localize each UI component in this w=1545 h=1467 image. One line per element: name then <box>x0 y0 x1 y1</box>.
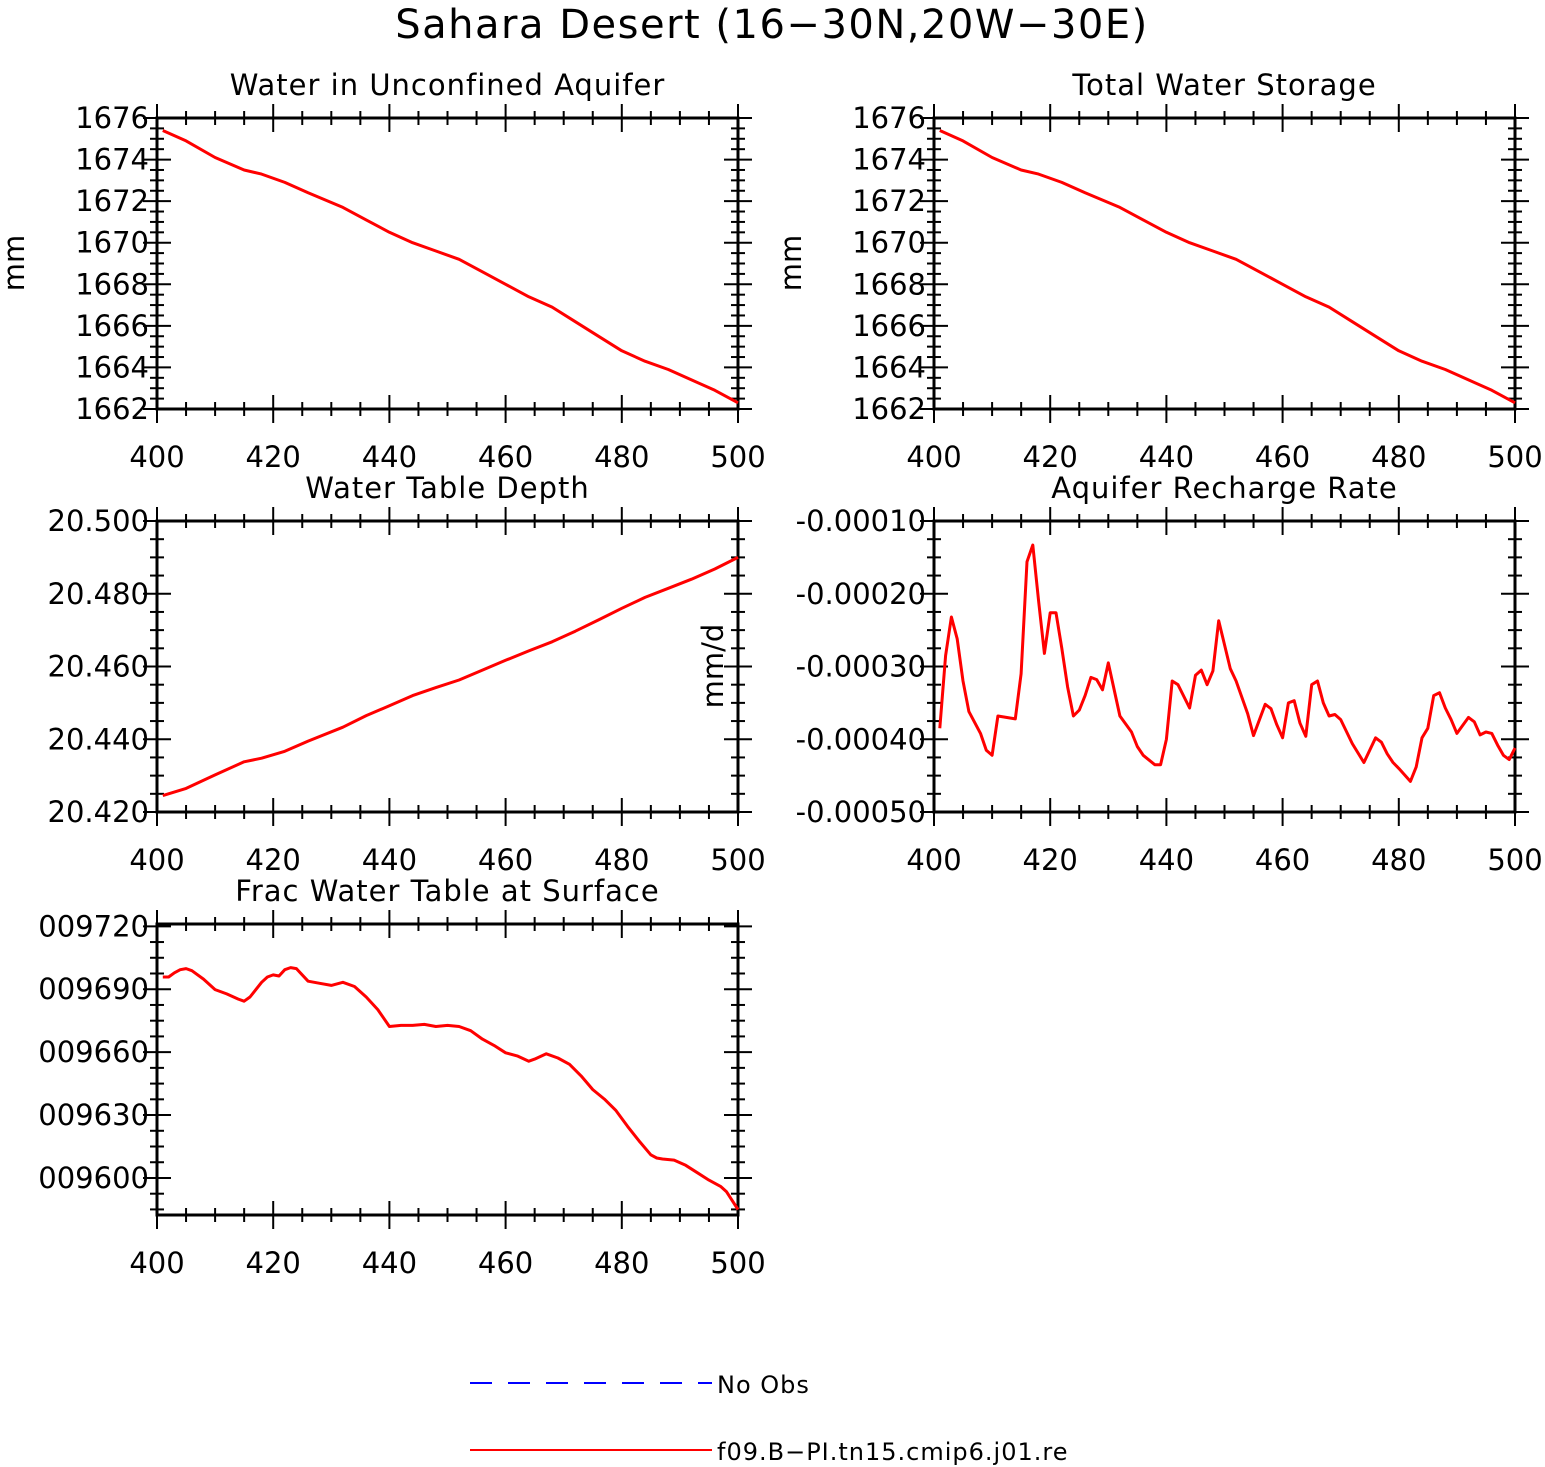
x-tick-label: 420 <box>246 843 301 877</box>
x-tick-label: 480 <box>594 440 649 474</box>
y-tick-label: 1670 <box>852 226 926 260</box>
series-line <box>939 129 1516 405</box>
y-axis-label: mm/d <box>696 624 730 709</box>
plot-frame <box>155 116 740 411</box>
x-tick-label: 420 <box>246 440 301 474</box>
y-tick-label: 1672 <box>852 184 926 218</box>
x-tick-label: 460 <box>1255 843 1310 877</box>
x-tick-label: 400 <box>129 440 184 474</box>
x-tick-label: 440 <box>362 843 417 877</box>
x-tick-label: 500 <box>710 843 765 877</box>
y-tick-label: 1666 <box>852 309 926 343</box>
x-tick-label: 460 <box>478 440 533 474</box>
y-tick-label: 009630 <box>38 1098 149 1132</box>
x-tick-label: 440 <box>362 440 417 474</box>
y-tick-label: 1676 <box>75 101 149 135</box>
y-tick-label: -0.00030 <box>796 650 926 684</box>
series-line <box>162 966 740 1211</box>
y-tick-label: -0.00010 <box>796 504 926 538</box>
panel-title: Aquifer Recharge Rate <box>1051 471 1398 505</box>
y-tick-label: 20.500 <box>48 504 149 538</box>
y-tick-label: -0.00040 <box>796 722 926 756</box>
x-tick-label: 420 <box>246 1246 301 1280</box>
y-tick-label: 1662 <box>852 392 926 426</box>
x-tick-label: 440 <box>362 1246 417 1280</box>
page-title: Sahara Desert (16−30N,20W−30E) <box>395 2 1148 48</box>
x-tick-label: 500 <box>1487 440 1542 474</box>
y-tick-label: 009600 <box>38 1161 149 1195</box>
x-tick-label: 500 <box>710 440 765 474</box>
chart-panel-2: Total Water Storage 400 420 440 460 480 500 166… <box>774 68 1543 474</box>
y-tick-label: -0.00020 <box>796 577 926 611</box>
y-tick-label: 1672 <box>75 184 149 218</box>
series-line <box>938 543 1517 783</box>
y-tick-label: -0.00050 <box>796 795 926 829</box>
x-tick-label: 440 <box>1139 843 1194 877</box>
x-tick-label: 480 <box>594 1246 649 1280</box>
x-tick-label: 400 <box>906 440 961 474</box>
panel-title: Frac Water Table at Surface <box>235 874 659 908</box>
y-tick-label: 1676 <box>852 101 926 135</box>
x-tick-label: 460 <box>478 1246 533 1280</box>
y-tick-label: 1674 <box>852 143 926 177</box>
chart-panel-3: Water Table Depth 400 420 440 460 480 500 20.42… <box>48 471 766 877</box>
legend-label: No Obs <box>717 1371 810 1399</box>
y-tick-label: 1666 <box>75 309 149 343</box>
y-tick-label: 20.440 <box>48 722 149 756</box>
y-tick-label: 1662 <box>75 392 149 426</box>
x-tick-label: 440 <box>1139 440 1194 474</box>
x-tick-label: 400 <box>906 843 961 877</box>
panel-title: Water in Unconfined Aquifer <box>230 68 666 102</box>
series-line <box>162 129 739 405</box>
y-tick-label: 009690 <box>38 972 149 1006</box>
y-tick-label: 1664 <box>75 350 149 384</box>
x-tick-label: 480 <box>1371 440 1426 474</box>
chart-panel-1: Water in Unconfined Aquifer 400 420 440 460 4… <box>0 68 766 474</box>
x-tick-label: 500 <box>710 1246 765 1280</box>
y-tick-label: 009660 <box>38 1035 149 1069</box>
x-tick-label: 420 <box>1023 843 1078 877</box>
y-tick-label: 1664 <box>852 350 926 384</box>
y-tick-label: 1668 <box>75 267 149 301</box>
legend: No Obs f09.B−PI.tn15.cmip6.j01.re <box>470 1371 1068 1466</box>
y-tick-label: 1668 <box>852 267 926 301</box>
plot-frame <box>155 922 740 1217</box>
chart-panel-5: Frac Water Table at Surface 400 420 440 460 4… <box>38 874 765 1280</box>
x-tick-label: 420 <box>1023 440 1078 474</box>
x-tick-label: 400 <box>129 843 184 877</box>
y-axis-label: mm <box>0 235 31 292</box>
panel-title: Total Water Storage <box>1071 68 1376 102</box>
x-tick-label: 400 <box>129 1246 184 1280</box>
y-tick-label: 1670 <box>75 226 149 260</box>
plot-frame <box>932 116 1517 411</box>
y-tick-label: 20.420 <box>48 795 149 829</box>
series-line <box>162 556 739 798</box>
x-tick-label: 460 <box>1255 440 1310 474</box>
y-tick-label: 009720 <box>38 909 149 943</box>
x-tick-label: 480 <box>1371 843 1426 877</box>
legend-label: f09.B−PI.tn15.cmip6.j01.re <box>717 1438 1068 1466</box>
y-tick-label: 20.460 <box>48 650 149 684</box>
y-axis-label: mm <box>774 235 808 292</box>
y-tick-label: 20.480 <box>48 577 149 611</box>
x-tick-label: 480 <box>594 843 649 877</box>
plot-frame <box>155 519 740 814</box>
panel-title: Water Table Depth <box>305 471 590 505</box>
x-tick-label: 460 <box>478 843 533 877</box>
x-tick-label: 500 <box>1487 843 1542 877</box>
y-tick-label: 1674 <box>75 143 149 177</box>
